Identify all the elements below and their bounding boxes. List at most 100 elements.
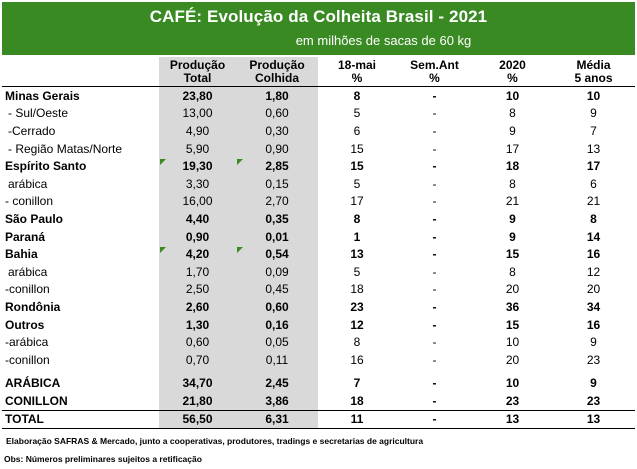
cell-producao-colhida: 0,05 xyxy=(236,333,318,351)
cell-producao-colhida: 0,30 xyxy=(236,122,318,140)
cell-pct-18-mai: 15 xyxy=(350,141,364,156)
cell-producao-total: 56,50 xyxy=(159,409,236,430)
row-label: arábica xyxy=(8,176,48,191)
cell-pct-18-mai: 13 xyxy=(350,247,364,262)
table-row: CONILLON 21,80 3,86 18 - 23 23 xyxy=(2,392,635,411)
row-label: arábica xyxy=(8,264,48,279)
cell-pct-18-mai: 11 xyxy=(318,409,396,430)
cell-media-5-anos: 8 xyxy=(590,211,597,226)
cell-pct-2020: 18 xyxy=(505,159,520,174)
column-header-producao-colhida: Produção Colhida xyxy=(236,57,318,87)
cell-pct-18-mai: 8 xyxy=(353,211,361,226)
cell-pct-18-mai: 15 xyxy=(350,159,364,174)
cell-media-5-anos: 9 xyxy=(590,376,597,391)
cell-producao-total: 4,40 xyxy=(159,210,236,228)
cell-pct-sem-ant: - xyxy=(432,376,437,391)
cell-content: 19,30 xyxy=(159,159,236,173)
cell-pct-sem-ant: - xyxy=(432,335,437,350)
column-header-sem-ant: Sem.Ant% xyxy=(410,58,459,85)
cell-pct-sem-ant: - xyxy=(432,123,437,138)
cell-media-5-anos: 13 xyxy=(586,141,601,156)
cell-pct-2020: 36 xyxy=(505,299,520,314)
table-row: -arábica 0,60 0,05 8 - 10 9 xyxy=(2,333,635,351)
cell-producao-colhida: 3,86 xyxy=(236,392,318,411)
cell-producao-colhida: 6,31 xyxy=(236,409,318,430)
table-row: -conillon 2,50 0,45 18 - 20 20 xyxy=(2,280,635,299)
table-header-banner: CAFÉ: Evolução da Colheita Brasil - 2021… xyxy=(2,2,635,55)
cell-value: 2,85 xyxy=(265,159,289,174)
cell-media-5-anos: 6 xyxy=(590,176,597,191)
cell-producao-colhida: 0,45 xyxy=(236,280,318,299)
cell-media-5-anos: 23 xyxy=(586,393,601,408)
spacer-cell xyxy=(159,368,236,375)
cell-content: 2,85 xyxy=(236,159,318,173)
cell-pct-sem-ant: - xyxy=(432,106,437,121)
row-label: Outros xyxy=(5,317,45,332)
row-label: Bahia xyxy=(5,247,38,262)
cell-pct-2020: 8 xyxy=(509,106,516,121)
cell-producao-total: 13,00 xyxy=(159,104,236,123)
cell-producao-total: 0,90 xyxy=(159,227,236,246)
cell-pct-sem-ant: - xyxy=(432,159,437,174)
cell-media-5-anos: 23 xyxy=(586,352,601,367)
cell-pct-2020: 17 xyxy=(505,141,520,156)
table-row: -conillon 0,70 0,11 16 - 20 23 xyxy=(2,350,635,369)
cell-pct-18-mai: 17 xyxy=(350,194,364,209)
cell-producao-colhida: 0,16 xyxy=(236,315,318,334)
cell-pct-2020: 21 xyxy=(505,194,520,209)
column-header-18-mai: 18-mai% xyxy=(337,58,377,85)
cell-value: 4,20 xyxy=(185,247,210,262)
cell-pct-18-mai: 5 xyxy=(353,106,361,121)
cell-producao-colhida: 2,70 xyxy=(236,192,318,211)
cell-pct-18-mai: 8 xyxy=(353,88,361,103)
cell-producao-total: 1,30 xyxy=(159,315,236,334)
cell-media-5-anos: 12 xyxy=(586,264,601,279)
cell-producao-colhida: 0,35 xyxy=(236,210,318,228)
cell-pct-18-mai: 8 xyxy=(353,335,361,350)
cell-producao-colhida: 0,11 xyxy=(236,350,318,369)
table-row: arábica 1,70 0,09 5 - 8 12 xyxy=(2,262,635,281)
cell-producao-colhida: 0,01 xyxy=(236,227,318,246)
cell-media-5-anos: 13 xyxy=(552,409,635,430)
cell-pct-sem-ant: - xyxy=(432,317,437,332)
cell-pct-18-mai: 5 xyxy=(353,176,361,191)
table-row: ARÁBICA 34,70 2,45 7 - 10 9 xyxy=(2,374,635,393)
cell-pct-sem-ant: - xyxy=(432,299,437,314)
cell-pct-sem-ant: - xyxy=(432,88,437,103)
cell-producao-total: 16,00 xyxy=(159,192,236,211)
cell-pct-sem-ant: - xyxy=(432,211,437,226)
cell-pct-sem-ant: - xyxy=(432,247,437,262)
row-label: - conillon xyxy=(5,194,54,209)
cell-producao-colhida: 0,60 xyxy=(236,298,318,316)
cell-media-5-anos: 34 xyxy=(586,299,601,314)
row-label: São Paulo xyxy=(5,211,64,226)
cell-pct-sem-ant: - xyxy=(432,141,437,156)
row-label: Paraná xyxy=(5,229,46,244)
cell-media-5-anos: 17 xyxy=(586,159,601,174)
column-header-producao-total: Produção Total xyxy=(159,57,236,87)
comment-flag-icon xyxy=(160,247,166,254)
cell-pct-2020: 20 xyxy=(505,352,520,367)
row-label: -conillon xyxy=(5,352,50,367)
cell-producao-total: 0,70 xyxy=(159,350,236,369)
comment-flag-icon xyxy=(160,159,166,166)
harvest-table: Produção Total Produção Colhida 18-mai% Se… xyxy=(2,57,635,430)
table-row: - Região Matas/Norte 5,90 0,90 15 - 17 13 xyxy=(2,139,635,158)
cell-producao-total: 21,80 xyxy=(159,392,236,411)
row-label: Espírito Santo xyxy=(5,159,87,174)
cell-producao-colhida: 0,54 xyxy=(236,245,318,263)
cell-pct-18-mai: 6 xyxy=(353,123,361,138)
row-label: -Cerrado xyxy=(8,123,56,138)
cell-pct-2020: 10 xyxy=(505,88,520,103)
cell-producao-total: 0,60 xyxy=(159,333,236,351)
cell-pct-2020: 15 xyxy=(505,247,520,262)
cell-media-5-anos: 10 xyxy=(586,88,601,103)
table-row: - Sul/Oeste 13,00 0,60 5 - 8 9 xyxy=(2,104,635,123)
cell-media-5-anos: 7 xyxy=(590,123,597,138)
column-header-region xyxy=(2,57,159,87)
cell-pct-18-mai: 5 xyxy=(353,264,361,279)
cell-pct-sem-ant: - xyxy=(396,409,473,430)
table-row: Minas Gerais 23,80 1,80 8 - 10 10 xyxy=(2,86,635,105)
cell-producao-colhida: 1,80 xyxy=(236,86,318,105)
cell-producao-total: 4,20 xyxy=(159,245,236,263)
